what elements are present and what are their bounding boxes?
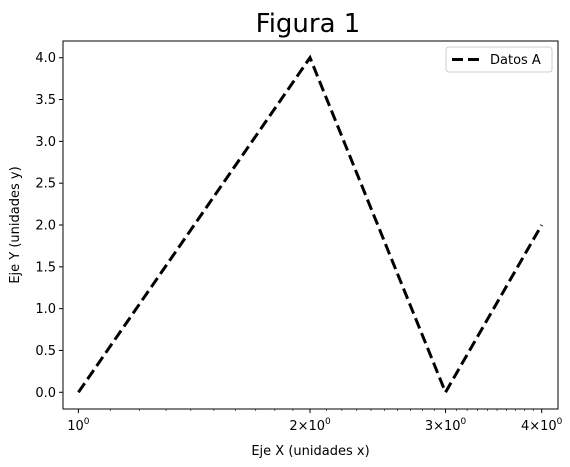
x-axis-label: Eje X (unidades x) [251,444,369,459]
x-tick-label: 100 [67,417,90,434]
y-tick-label: 0.5 [35,344,56,359]
legend: Datos A [445,46,553,73]
y-tick-label: 1.0 [35,302,56,317]
x-tick-base: 10 [444,419,461,434]
x-tick-base: 10 [67,419,84,434]
x-tick-mantissa: 2× [289,419,308,434]
chart-title: Figura 1 [256,9,361,39]
y-tick-label: 4.0 [35,51,56,66]
x-tick-exponent: 0 [461,417,467,427]
x-tick-exponent: 0 [557,417,563,427]
x-tick-label: 2×100 [289,417,331,434]
x-tick-exponent: 0 [84,417,90,427]
series-line-0 [77,54,544,396]
x-tick-label: 4×100 [521,417,563,434]
x-tick-base: 10 [308,419,325,434]
legend-label-datos-a: Datos A [490,53,541,68]
x-tick-exponent: 0 [325,417,331,427]
y-tick-label: 0.0 [35,386,56,401]
legend-box [445,46,553,73]
x-tick-mantissa: 4× [521,419,540,434]
y-tick-label: 3.0 [35,135,56,150]
x-tick-mantissa: 3× [425,419,444,434]
y-tick-label: 2.0 [35,219,56,234]
y-tick-label: 2.5 [35,177,56,192]
series-layer [77,54,544,396]
y-tick-label: 3.5 [35,93,56,108]
y-tick-label: 1.5 [35,260,56,275]
plot-frame [62,40,559,410]
x-tick-label: 3×100 [425,417,467,434]
y-axis-label: Eje Y (unidades y) [8,166,23,283]
y-axis-ticks: 0.0 0.5 1.0 1.5 2.0 2.5 3.0 3.5 4.0 [35,51,63,401]
x-axis-ticks: 100 2×100 3×100 4×100 [67,409,563,434]
x-tick-base: 10 [540,419,557,434]
